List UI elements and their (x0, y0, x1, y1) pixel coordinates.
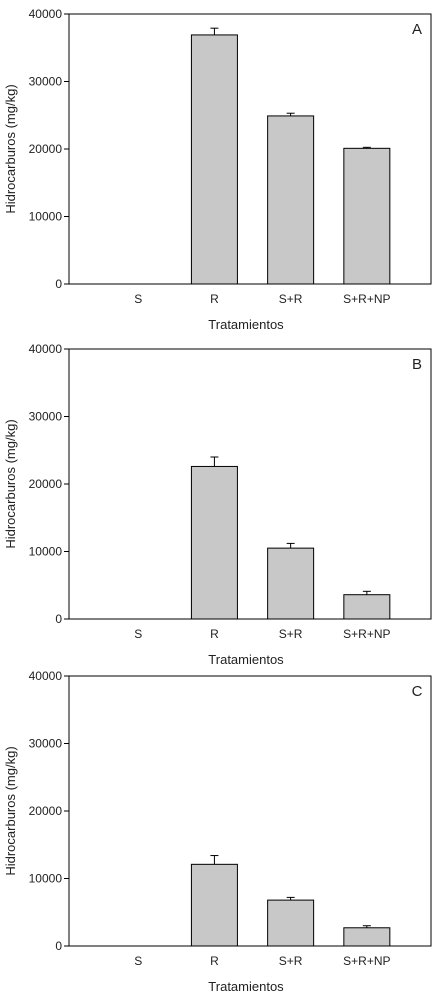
y-tick-label: 20000 (29, 142, 63, 156)
y-tick-label: 0 (55, 939, 62, 953)
y-tick-label: 20000 (29, 804, 63, 818)
panel-label: A (412, 21, 422, 38)
y-tick-label: 0 (55, 277, 62, 291)
y-tick-label: 10000 (29, 210, 63, 224)
x-tick-label: S+R+NP (343, 954, 390, 968)
y-tick-label: 40000 (29, 7, 63, 21)
y-axis-title: Hidrocarburos (mg/kg) (3, 746, 18, 875)
bar-S+R (267, 115, 315, 285)
chart-panel-b: 0 10000 20000 30000 40000 S R S+R S+R+NP Tratamie… (3, 342, 432, 667)
x-tick-label: S+R+NP (343, 627, 390, 641)
y-tick-label: 40000 (29, 342, 63, 356)
y-tick-label: 10000 (29, 872, 63, 886)
bar-S+R (267, 899, 315, 947)
bar-S+R+NP (343, 927, 391, 947)
x-tick-label: S+R+NP (343, 292, 390, 306)
y-tick-label: 30000 (29, 737, 63, 751)
y-tick-label: 30000 (29, 75, 63, 89)
panel-label: B (412, 356, 422, 373)
x-axis-title: Tratamientos (208, 652, 284, 667)
x-axis-title: Tratamientos (208, 317, 284, 332)
x-tick-label: S+R (279, 954, 303, 968)
bar-S+R+NP (343, 147, 391, 285)
plot-frame (68, 675, 432, 947)
x-tick-label: S (134, 292, 142, 306)
chart-panel-c: 0 10000 20000 30000 40000 S R S+R S+R+NP Tratamie… (3, 669, 432, 992)
y-tick-label: 20000 (29, 477, 63, 491)
bar-S+R (267, 547, 315, 620)
x-tick-label: R (210, 627, 219, 641)
x-tick-label: R (210, 292, 219, 306)
y-axis-title: Hidrocarburos (mg/kg) (3, 419, 18, 548)
bar-R (190, 34, 238, 285)
y-tick-label: 10000 (29, 545, 63, 559)
y-axis-title: Hidrocarburos (mg/kg) (3, 84, 18, 213)
panel-label: C (412, 683, 423, 700)
y-tick-label: 0 (55, 612, 62, 626)
bar-S+R+NP (343, 594, 391, 620)
y-tick-label: 40000 (29, 669, 63, 683)
y-tick-label: 30000 (29, 410, 63, 424)
x-axis-title: Tratamientos (208, 979, 284, 992)
bar-R (190, 465, 238, 620)
chart-panel-a: 0 10000 20000 30000 40000 S R S+R S+R+NP Tratamie… (3, 7, 432, 332)
plot-frame (68, 348, 432, 620)
x-tick-label: R (210, 954, 219, 968)
x-tick-label: S (134, 627, 142, 641)
x-tick-label: S+R (279, 292, 303, 306)
bar-R (190, 863, 238, 947)
x-tick-label: S+R (279, 627, 303, 641)
x-tick-label: S (134, 954, 142, 968)
